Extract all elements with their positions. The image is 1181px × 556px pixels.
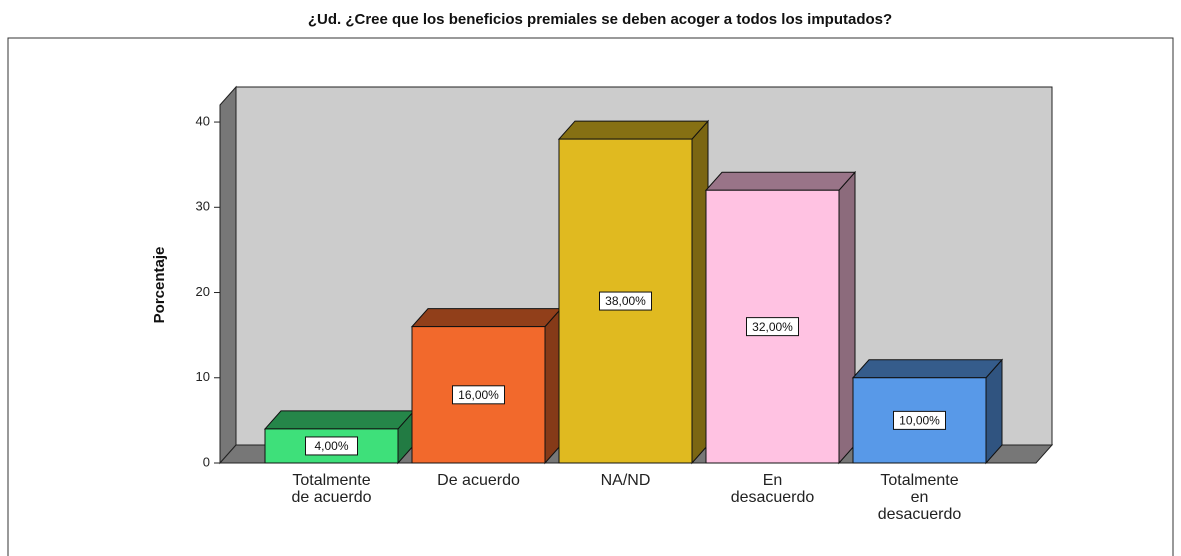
bar-top	[263, 410, 416, 430]
bar-top	[410, 308, 563, 328]
x-tick-label: De acuerdo	[437, 472, 520, 489]
data-label: 38,00%	[605, 294, 646, 308]
y-tick-label: 0	[203, 454, 210, 469]
y-tick-label: 40	[196, 113, 210, 128]
data-label: 16,00%	[458, 388, 499, 402]
x-tick-label: Totalmente de acuerdo	[291, 472, 372, 506]
data-label-box	[893, 410, 946, 430]
bar-top	[557, 120, 710, 140]
x-tick-label: En desacuerdo	[730, 472, 815, 506]
data-label: 4,00%	[314, 439, 348, 453]
x-tick-label: NA/ND	[600, 472, 651, 489]
bar	[852, 377, 987, 464]
data-label-box	[746, 317, 799, 337]
y-tick-label: 30	[196, 199, 210, 214]
bar-top	[851, 359, 1004, 379]
bar-top	[704, 171, 857, 191]
data-label-box	[452, 385, 505, 405]
y-tick-label: 20	[196, 284, 210, 299]
side-wall	[219, 85, 237, 465]
data-label-box	[305, 436, 358, 456]
y-tick-label: 10	[196, 369, 210, 384]
data-label: 10,00%	[899, 414, 940, 428]
x-tick-label: Totalmente en desacuerdo	[877, 472, 962, 523]
data-label: 32,00%	[752, 320, 793, 334]
data-label-box	[599, 291, 652, 311]
y-axis-label: Porcentaje	[151, 247, 168, 324]
chart-title: ¿Ud. ¿Cree que los beneficios premiales …	[308, 11, 892, 28]
